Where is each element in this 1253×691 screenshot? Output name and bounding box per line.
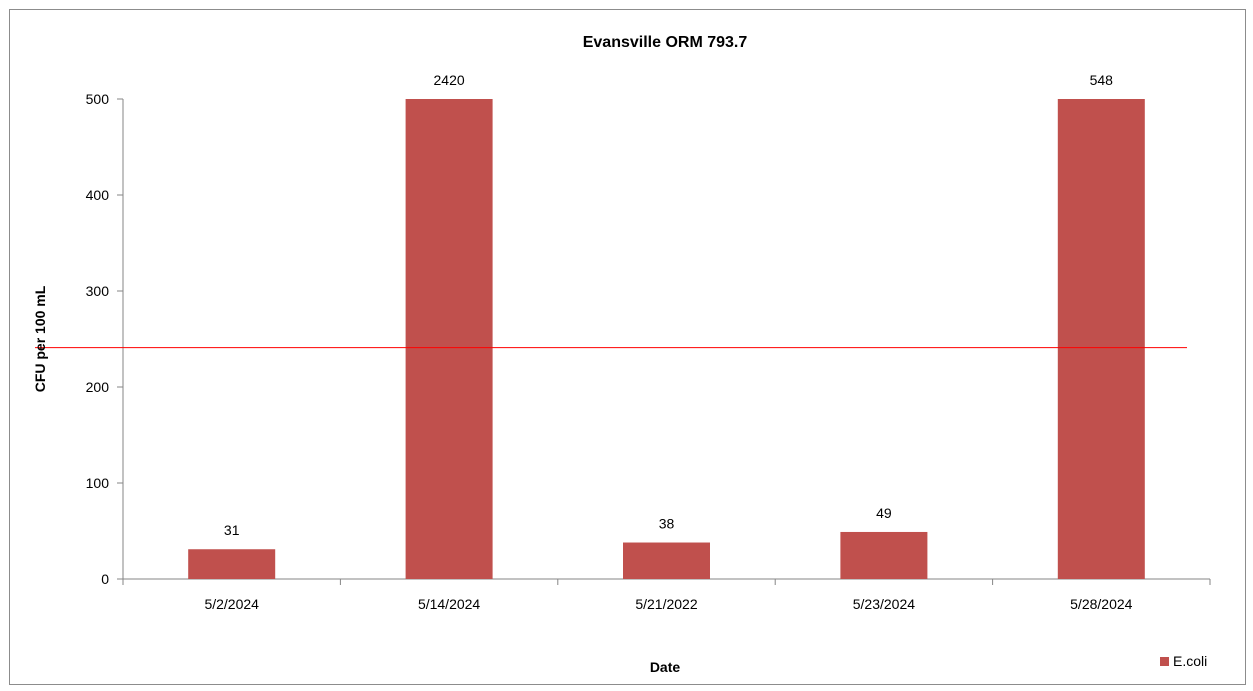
- data-label: 31: [224, 522, 240, 538]
- data-label: 2420: [434, 72, 465, 88]
- legend-label: E.coli: [1173, 653, 1207, 669]
- data-labels: 31 2420 38 49 548: [224, 72, 1113, 538]
- bar: [623, 542, 710, 579]
- x-tick-label: 5/28/2024: [1070, 596, 1132, 612]
- y-tick-label: 200: [86, 379, 110, 395]
- y-tick-label: 100: [86, 475, 110, 491]
- y-axis: 0 100 200 300 400 500: [86, 91, 124, 587]
- x-tick-label: 5/21/2022: [635, 596, 697, 612]
- y-axis-title: CFU per 100 mL: [32, 285, 48, 392]
- chart-title: Evansville ORM 793.7: [583, 34, 748, 51]
- bar: [1057, 99, 1145, 579]
- y-tick-label: 0: [101, 571, 109, 587]
- data-label: 548: [1090, 72, 1114, 88]
- data-label: 38: [659, 516, 675, 532]
- x-tick-label: 5/23/2024: [853, 596, 915, 612]
- y-tick-label: 500: [86, 91, 110, 107]
- x-tick-label: 5/14/2024: [418, 596, 480, 612]
- bars: [188, 99, 1145, 579]
- y-tick-label: 300: [86, 283, 110, 299]
- x-tick-label: 5/2/2024: [204, 596, 259, 612]
- y-tick-label: 400: [86, 187, 110, 203]
- bar: [188, 549, 276, 579]
- x-axis-title: Date: [650, 659, 681, 675]
- legend: E.coli: [1160, 653, 1207, 669]
- bar: [405, 99, 493, 579]
- x-axis: 5/2/2024 5/14/2024 5/21/2022 5/23/2024 5/28/…: [122, 578, 1211, 612]
- bar: [840, 531, 928, 579]
- data-label: 49: [876, 505, 892, 521]
- legend-swatch: [1160, 657, 1169, 666]
